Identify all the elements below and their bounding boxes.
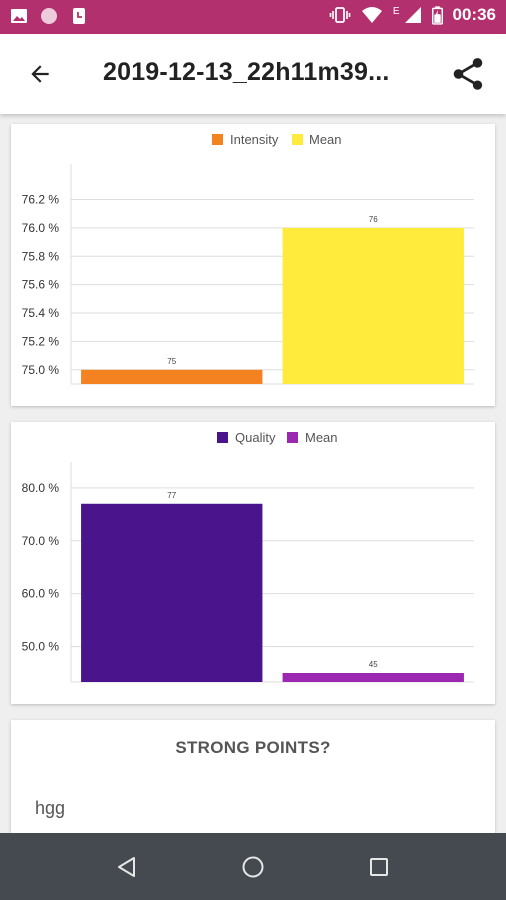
- y-tick-label: 60.0 %: [22, 587, 60, 601]
- chart-legend: Quality Mean: [217, 430, 338, 445]
- nav-home-button[interactable]: [237, 851, 269, 883]
- bar-value-label-mean: 76: [369, 215, 378, 224]
- legend-swatch-intensity: [212, 134, 223, 145]
- page-title: 2019-12-13_22h11m39...: [103, 58, 390, 86]
- chart-legend: Intensity Mean: [212, 132, 342, 147]
- quality-bar-chart: Quality Mean 80.0 % 70.0 % 60.0 % 50.0 %…: [22, 430, 474, 683]
- legend-label-quality: Quality: [235, 430, 276, 445]
- bar-value-label-mean: 45: [369, 660, 378, 669]
- bar-mean: [282, 227, 464, 384]
- y-tick-label: 75.6 %: [22, 278, 60, 292]
- strong-points-title: STRONG POINTS?: [175, 738, 331, 757]
- y-tick-label: 50.0 %: [22, 640, 60, 654]
- y-axis: 80.0 % 70.0 % 60.0 % 50.0 %: [22, 481, 60, 654]
- strong-points-card: STRONG POINTS? hgg: [11, 720, 495, 850]
- intensity-bar-chart: Intensity Mean 76.2 % 76.0 % 75.8 % 75.6…: [22, 132, 474, 385]
- quality-chart-card: Quality Mean 80.0 % 70.0 % 60.0 % 50.0 %…: [11, 422, 495, 704]
- system-nav-bar: [0, 833, 506, 900]
- status-bar: E 00:36: [0, 0, 506, 34]
- legend-label-mean: Mean: [309, 132, 342, 147]
- clock-app-icon: [73, 8, 85, 24]
- legend-label-mean: Mean: [305, 430, 338, 445]
- y-tick-label: 75.8 %: [22, 249, 60, 263]
- nav-home-icon: [242, 856, 264, 878]
- nav-back-icon: [118, 857, 135, 877]
- y-tick-label: 76.2 %: [22, 192, 60, 206]
- y-tick-label: 75.4 %: [22, 306, 60, 320]
- y-tick-label: 76.0 %: [22, 221, 60, 235]
- signal-icon: [404, 7, 421, 23]
- image-icon: [11, 9, 27, 23]
- chart-bars: [81, 227, 464, 384]
- app-bar: 2019-12-13_22h11m39...: [0, 34, 506, 114]
- y-tick-label: 75.2 %: [22, 334, 60, 348]
- legend-swatch-mean: [292, 134, 303, 145]
- legend-label-intensity: Intensity: [230, 132, 279, 147]
- bar-value-labels: 77 45: [167, 491, 378, 669]
- bar-quality: [81, 503, 263, 682]
- status-notifications: [10, 7, 88, 25]
- bar-value-labels: 75 76: [167, 215, 378, 366]
- nav-recents-button[interactable]: [363, 851, 395, 883]
- strong-points-text[interactable]: hgg: [35, 798, 66, 818]
- share-button[interactable]: [448, 54, 488, 94]
- share-icon: [453, 58, 483, 90]
- status-system: E 00:36: [329, 5, 496, 25]
- bar-value-label-quality: 77: [167, 491, 176, 500]
- legend-swatch-mean: [287, 432, 298, 443]
- vibrate-icon: [329, 7, 351, 23]
- bar-value-label-intensity: 75: [167, 357, 176, 366]
- back-button[interactable]: [20, 56, 60, 92]
- arrow-back-icon: [31, 65, 49, 83]
- chart-bars: [81, 503, 464, 682]
- battery-icon: [431, 5, 443, 25]
- bar-intensity: [81, 369, 263, 384]
- y-tick-label: 80.0 %: [22, 481, 60, 495]
- intensity-chart-card: Intensity Mean 76.2 % 76.0 % 75.8 % 75.6…: [11, 124, 495, 406]
- nav-recents-icon: [370, 858, 388, 876]
- legend-swatch-quality: [217, 432, 228, 443]
- y-axis: 76.2 % 76.0 % 75.8 % 75.6 % 75.4 % 75.2 …: [22, 192, 60, 376]
- network-type-label: E: [392, 5, 400, 17]
- circle-icon: [41, 8, 57, 24]
- bar-mean: [282, 673, 464, 682]
- status-time: 00:36: [452, 5, 496, 24]
- wifi-icon: [361, 7, 382, 23]
- y-tick-label: 70.0 %: [22, 534, 60, 548]
- nav-back-button[interactable]: [111, 851, 143, 883]
- y-tick-label: 75.0 %: [22, 363, 60, 377]
